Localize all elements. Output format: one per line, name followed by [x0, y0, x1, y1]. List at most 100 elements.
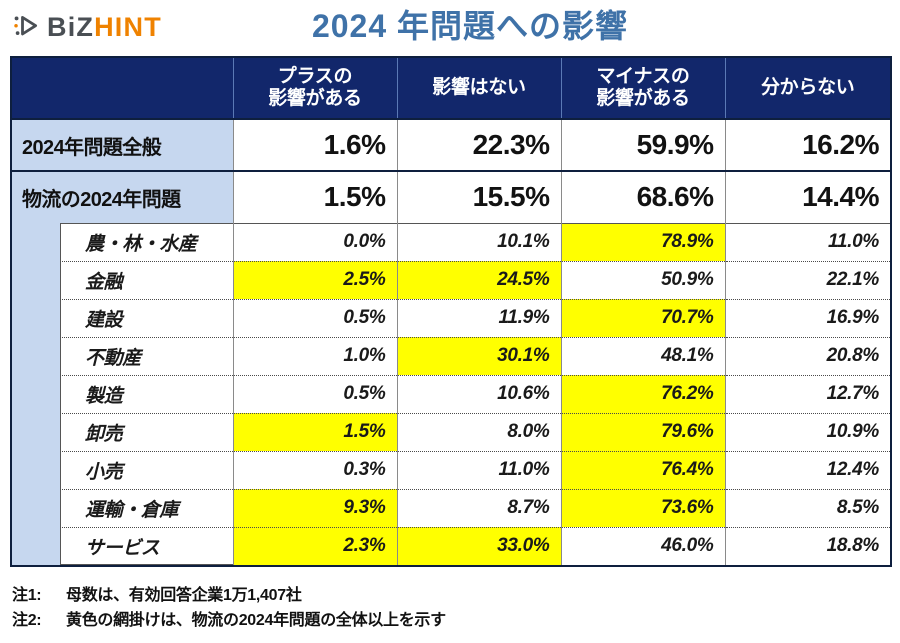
row-label-industry-4-text: 製造	[60, 375, 233, 413]
table-row: 物流の2024年問題 1.5% 15.5% 68.6% 14.4%	[11, 170, 891, 223]
column-header-plus: プラスの 影響がある	[233, 57, 398, 119]
brand-name-accent: HINT	[94, 11, 162, 42]
cell-industry-8-none: 33.0%	[397, 526, 562, 566]
footnote-2-key: 注2:	[12, 611, 42, 629]
cell-industry-1-minus: 50.9%	[561, 260, 726, 299]
cell-industry-7-plus: 9.3%	[233, 488, 398, 527]
cell-industry-6-plus: 0.3%	[233, 450, 398, 489]
table-row: 2024年問題全般 1.6% 22.3% 59.9% 16.2%	[11, 118, 891, 171]
cell-industry-6-unknown: 12.4%	[725, 450, 891, 489]
cell-industry-8-plus: 2.3%	[233, 526, 398, 566]
cell-industry-2-unknown: 16.9%	[725, 298, 891, 337]
cell-industry-6-minus: 76.4%	[561, 450, 726, 489]
column-header-unknown: 分からない	[725, 57, 891, 119]
cell-industry-4-none: 10.6%	[397, 374, 562, 413]
column-header-none: 影響はない	[397, 57, 562, 119]
column-header-minus: マイナスの 影響がある	[561, 57, 726, 119]
row-label-industry-0-text: 農・林・水産	[60, 223, 233, 261]
row-label-industry-7-text: 運輸・倉庫	[60, 489, 233, 527]
row-label-industry-1: 金融	[11, 261, 234, 299]
cell-industry-5-unknown: 10.9%	[725, 412, 891, 451]
cell-industry-6-none: 11.0%	[397, 450, 562, 489]
cell-industry-2-minus: 70.7%	[561, 298, 726, 337]
cell-logistics-plus: 1.5%	[233, 170, 398, 223]
column-header-minus-line2: 影響がある	[596, 88, 690, 109]
cell-industry-4-unknown: 12.7%	[725, 374, 891, 413]
row-label-industry-6-text: 小売	[60, 451, 233, 489]
row-label-industry-4: 製造	[11, 375, 234, 413]
row-label-industry-5: 卸売	[11, 413, 234, 451]
table-row: 小売 0.3% 11.0% 76.4% 12.4%	[11, 450, 891, 489]
row-label-industry-0: 農・林・水産	[11, 223, 234, 261]
row-label-overall: 2024年問題全般	[11, 118, 234, 171]
brand-name-primary: BiZ	[47, 11, 95, 42]
footnote-1-key: 注1:	[12, 587, 42, 604]
footnote-1-text: 母数は、有効回答企業1万1,407社	[66, 587, 302, 604]
table-row: 農・林・水産 0.0% 10.1% 78.9% 11.0%	[11, 222, 891, 261]
cell-industry-5-none: 8.0%	[397, 412, 562, 451]
play-arrow-logo-icon	[14, 15, 38, 36]
cell-logistics-none: 15.5%	[397, 170, 562, 223]
row-label-industry-2-text: 建設	[60, 299, 233, 337]
cell-industry-8-minus: 46.0%	[561, 526, 726, 566]
cell-industry-5-plus: 1.5%	[233, 412, 398, 451]
column-header-none-line1: 影響はない	[432, 76, 526, 98]
footnote-2-text: 黄色の網掛けは、物流の2024年問題の全体以上を示す	[66, 611, 446, 629]
survey-table-container: プラスの 影響がある 影響はない マイナスの 影響がある 分からない 2024年…	[10, 56, 892, 567]
page-header: BiZHINT 2024 年問題への影響	[0, 0, 900, 56]
page-title: 2024 年問題への影響	[311, 8, 629, 44]
cell-logistics-unknown: 14.4%	[725, 170, 891, 223]
cell-industry-4-plus: 0.5%	[233, 374, 398, 413]
cell-industry-0-unknown: 11.0%	[725, 222, 891, 261]
row-label-industry-8: サービス	[11, 527, 234, 566]
cell-industry-1-none: 24.5%	[397, 260, 562, 299]
cell-industry-1-unknown: 22.1%	[725, 260, 891, 299]
survey-table: プラスの 影響がある 影響はない マイナスの 影響がある 分からない 2024年…	[10, 56, 892, 567]
cell-industry-7-none: 8.7%	[397, 488, 562, 527]
column-header-minus-line1: マイナスの	[596, 65, 690, 87]
row-label-industry-3-text: 不動産	[60, 337, 233, 375]
cell-industry-0-minus: 78.9%	[561, 222, 726, 261]
table-row: サービス 2.3% 33.0% 46.0% 18.8%	[11, 526, 891, 566]
cell-industry-3-plus: 1.0%	[233, 336, 398, 375]
table-row: 運輸・倉庫 9.3% 8.7% 73.6% 8.5%	[11, 488, 891, 527]
cell-overall-unknown: 16.2%	[725, 118, 891, 171]
footnote-1: 注1: 母数は、有効回答企業1万1,407社	[12, 584, 446, 609]
column-header-plus-line1: プラスの	[277, 65, 353, 87]
cell-industry-5-minus: 79.6%	[561, 412, 726, 451]
cell-industry-1-plus: 2.5%	[233, 260, 398, 299]
table-row: 卸売 1.5% 8.0% 79.6% 10.9%	[11, 412, 891, 451]
table-row: 不動産 1.0% 30.1% 48.1% 20.8%	[11, 336, 891, 375]
cell-industry-4-minus: 76.2%	[561, 374, 726, 413]
cell-industry-2-none: 11.9%	[397, 298, 562, 337]
row-label-industry-2: 建設	[11, 299, 234, 337]
row-label-logistics: 物流の2024年問題	[11, 170, 234, 223]
table-row: 金融 2.5% 24.5% 50.9% 22.1%	[11, 260, 891, 299]
column-header-plus-line2: 影響がある	[268, 88, 362, 109]
table-header-corner	[11, 57, 234, 119]
cell-industry-3-none: 30.1%	[397, 336, 562, 375]
row-label-industry-3: 不動産	[11, 337, 234, 375]
cell-logistics-minus: 68.6%	[561, 170, 726, 223]
row-label-industry-8-text: サービス	[60, 527, 233, 565]
cell-industry-7-unknown: 8.5%	[725, 488, 891, 527]
row-label-industry-7: 運輸・倉庫	[11, 489, 234, 527]
row-label-industry-1-text: 金融	[60, 261, 233, 299]
cell-industry-8-unknown: 18.8%	[725, 526, 891, 566]
row-label-industry-6: 小売	[11, 451, 234, 489]
cell-overall-plus: 1.6%	[233, 118, 398, 171]
table-row: 製造 0.5% 10.6% 76.2% 12.7%	[11, 374, 891, 413]
footnotes: 注1: 母数は、有効回答企業1万1,407社 注2: 黄色の網掛けは、物流の20…	[12, 584, 446, 634]
cell-industry-7-minus: 73.6%	[561, 488, 726, 527]
footnote-2: 注2: 黄色の網掛けは、物流の2024年問題の全体以上を示す	[12, 609, 446, 634]
cell-industry-2-plus: 0.5%	[233, 298, 398, 337]
column-header-unknown-line1: 分からない	[760, 76, 855, 98]
table-row: 建設 0.5% 11.9% 70.7% 16.9%	[11, 298, 891, 337]
brand-logo[interactable]: BiZHINT	[12, 13, 168, 41]
row-label-industry-5-text: 卸売	[60, 413, 233, 451]
cell-overall-minus: 59.9%	[561, 118, 726, 171]
cell-industry-0-plus: 0.0%	[233, 222, 398, 261]
cell-industry-0-none: 10.1%	[397, 222, 562, 261]
cell-overall-none: 22.3%	[397, 118, 562, 171]
cell-industry-3-unknown: 20.8%	[725, 336, 891, 375]
